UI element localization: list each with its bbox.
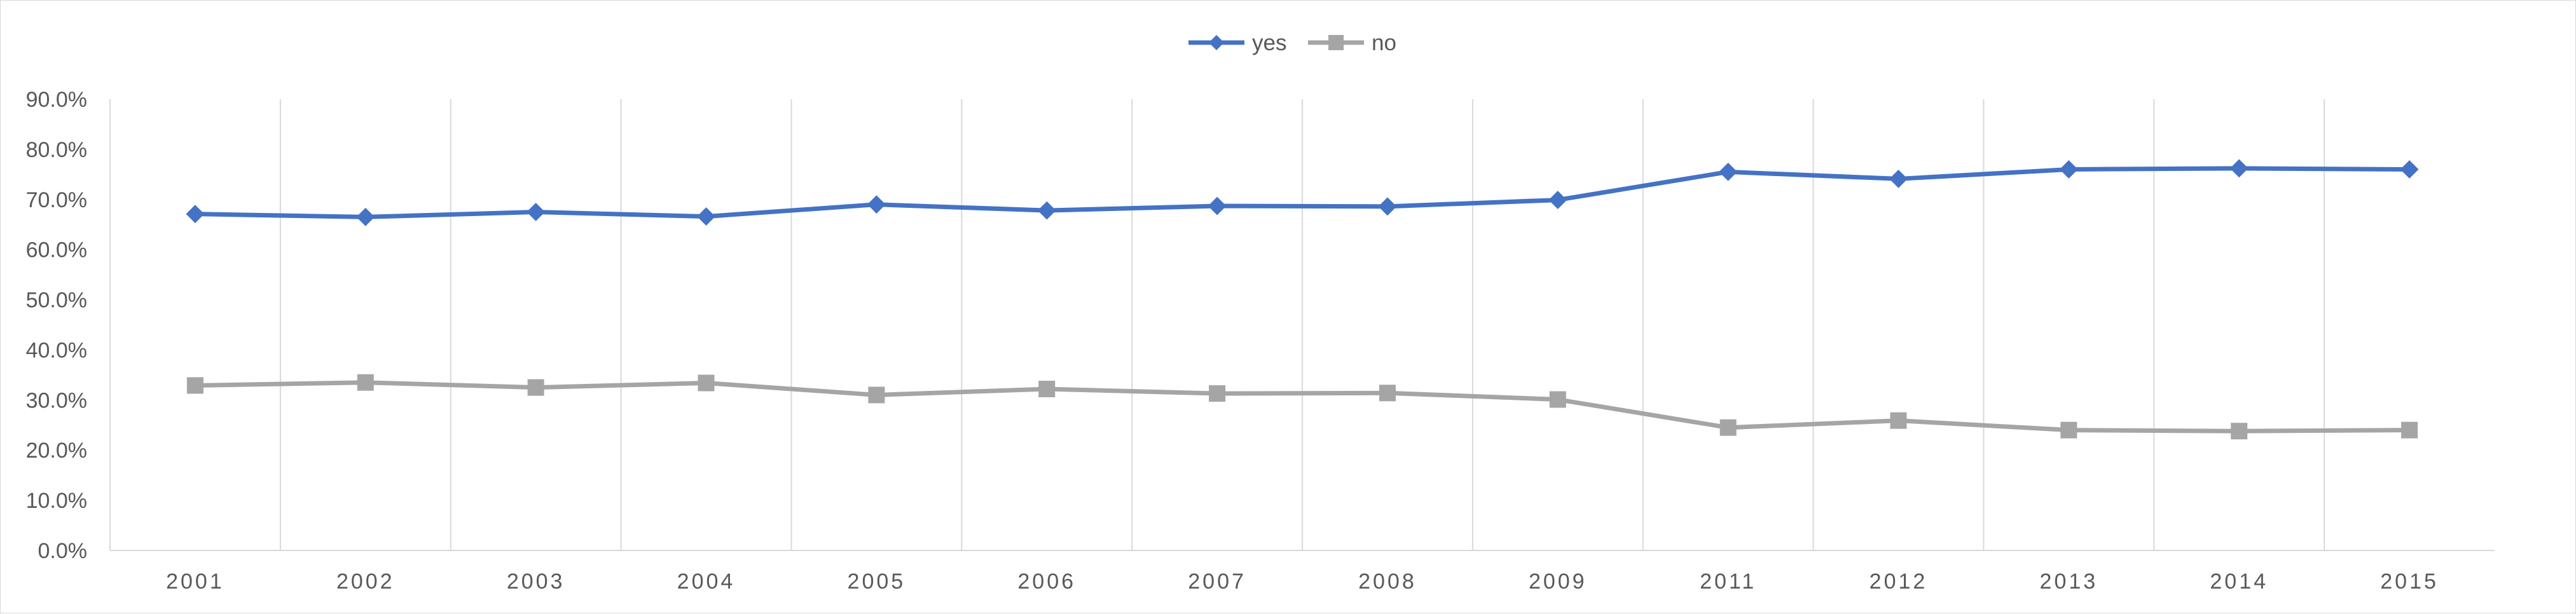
gridlines [279, 99, 2325, 550]
data-point-yes [1208, 196, 1227, 215]
x-tick-label: 2012 [1870, 570, 1928, 594]
y-tick-label: 70.0% [26, 188, 87, 212]
x-tick-label: 2015 [2380, 570, 2439, 594]
legend-entry-yes: yes [1188, 31, 1286, 55]
data-point-yes [1037, 201, 1056, 220]
data-point-yes [2059, 160, 2078, 179]
y-tick-label: 60.0% [26, 238, 87, 263]
series [186, 159, 2419, 440]
y-tick-label: 30.0% [26, 388, 87, 413]
x-tick-label: 2011 [1700, 570, 1756, 594]
data-point-yes [2229, 159, 2249, 178]
x-tick-label: 2013 [2040, 570, 2098, 594]
x-tick-label: 2008 [1358, 570, 1417, 594]
y-tick-label: 40.0% [26, 338, 87, 362]
data-point-no [1038, 380, 1056, 397]
data-point-no [1549, 391, 1566, 408]
legend: yes no [1188, 31, 1396, 55]
data-point-no [698, 374, 715, 392]
data-point-yes [697, 207, 715, 226]
data-point-no [1379, 385, 1396, 402]
data-point-no [868, 386, 885, 404]
data-point-no [2231, 423, 2248, 440]
x-tick-label: 2014 [2210, 570, 2268, 594]
data-point-no [1209, 385, 1226, 402]
data-point-yes [2400, 160, 2419, 179]
data-point-yes [1548, 191, 1567, 209]
x-tick-label: 2005 [848, 570, 906, 594]
y-tick-label: 10.0% [26, 489, 87, 513]
data-point-no [1890, 412, 1907, 429]
x-tick-label: 2004 [677, 570, 736, 594]
x-tick-label: 2003 [507, 570, 565, 594]
x-tick-label: 2007 [1188, 570, 1246, 594]
data-point-yes [527, 203, 546, 221]
data-point-no [1719, 419, 1737, 436]
data-point-yes [1378, 197, 1397, 216]
x-tick-label: 2001 [166, 570, 224, 594]
data-point-no [357, 374, 374, 391]
series-line-yes [193, 166, 2412, 219]
data-point-yes [356, 207, 375, 226]
y-tick-label: 50.0% [26, 289, 87, 313]
y-tick-label: 80.0% [26, 138, 87, 162]
data-point-yes [1889, 170, 1908, 188]
legend-marker-no [1328, 35, 1344, 50]
legend-label-yes: yes [1252, 31, 1286, 55]
axes: 0.0% 10.0% 20.0% 30.0% 40.0% 50.0% 60.0% 70.0% 8… [26, 88, 2495, 594]
data-point-no [527, 379, 544, 396]
data-point-yes [186, 205, 205, 224]
data-point-yes [867, 195, 886, 214]
y-tick-label: 20.0% [26, 439, 87, 463]
y-tick-label: 90.0% [26, 88, 87, 112]
legend-marker-yes [1209, 35, 1224, 50]
data-point-yes [1719, 162, 1738, 181]
data-point-no [2401, 421, 2418, 439]
y-tick-label: 0.0% [38, 539, 88, 563]
series-line-no [193, 380, 2412, 433]
data-point-no [2060, 421, 2077, 439]
x-tick-label: 2002 [336, 570, 395, 594]
x-tick-label: 2009 [1529, 570, 1587, 594]
legend-entry-no: no [1308, 31, 1396, 55]
x-tick-label: 2006 [1017, 570, 1076, 594]
legend-label-no: no [1372, 31, 1396, 55]
data-point-no [186, 377, 203, 394]
